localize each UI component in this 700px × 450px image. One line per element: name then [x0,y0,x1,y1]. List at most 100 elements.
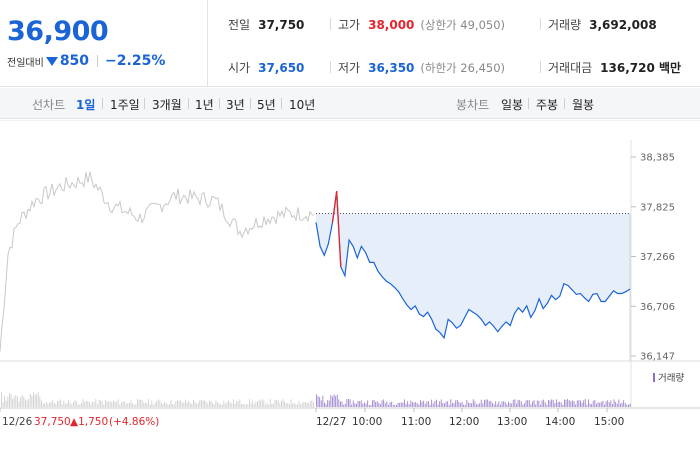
volume-bar [452,402,453,407]
volume-bar [421,401,423,407]
stat-value: 37,750 [258,18,305,32]
prev-day-volume-bar [261,399,263,407]
volume-bar [343,404,345,407]
prev-day-volume-bar [292,403,294,407]
stat-value: 38,000 [368,18,415,32]
prev-day-volume-bar [213,404,215,407]
prev-day-volume-bar [276,400,278,407]
volume-bar [336,394,338,407]
prev-day-volume-bar [140,399,142,407]
down-arrow-icon [45,57,58,66]
prev-day-volume-bar [44,403,46,407]
prev-day-volume-bar [311,400,313,407]
volume-bar [552,399,554,407]
volume-bar [416,403,418,407]
range-3y-tab[interactable]: 3년 [226,98,245,112]
divider [564,98,565,109]
change-amount: 850 [59,53,90,69]
candle-weekly-tab[interactable]: 주봉 [536,98,559,112]
volume-bar [525,400,527,407]
volume-bar [604,404,605,407]
stat-open: 시가 37,650 [228,59,304,76]
price-area-fill [316,191,630,338]
candle-daily-tab[interactable]: 일봉 [501,98,524,112]
prev-day-volume-bar [156,401,158,407]
prev-day-volume-bar [79,404,81,407]
prev-day-volume-bar [306,402,308,407]
volume-bar [447,401,449,407]
volume-bar [612,404,613,407]
prev-day-volume-bar [124,401,126,407]
quote-header: 36,900 전일대비 850 −2.25% 전일 37,750 고가 38,0… [0,0,700,87]
range-1d-tab[interactable]: 1일 [76,98,96,112]
line-chart-caption: 선차트 [32,98,66,112]
volume-bar [600,401,602,407]
stat-value: 36,350 [368,61,415,75]
prev-day-date: 12/26 [2,416,33,428]
prev-day-volume-bar [49,402,50,407]
volume-bar [536,400,538,407]
prev-day-volume-bar [122,401,124,407]
prev-day-volume-bar [242,403,244,407]
prev-day-volume-bar [92,401,94,407]
prev-day-volume-bar [18,401,20,407]
range-3m-tab[interactable]: 3개월 [152,98,182,112]
stat-label: 고가 [338,18,361,32]
prev-day-volume-bar [293,403,295,407]
prev-day-volume-bar [180,400,182,407]
prev-day-volume-bar [234,403,236,407]
volume-bar [592,400,594,407]
prev-day-volume-bar [65,403,66,407]
prev-day-volume-bar [113,400,114,407]
volume-bar [341,401,343,407]
prev-day-close: 37,750 [34,416,71,428]
prev-day-volume-bar [137,399,138,407]
volume-bar [381,400,383,407]
prev-day-volume-bar [69,403,71,407]
prev-day-volume-bar [162,404,164,407]
volume-bar [317,396,319,407]
prev-day-volume-bar [28,399,30,407]
volume-bar [602,400,604,407]
prev-day-volume-bar [127,403,129,407]
prev-day-volume-bar [61,404,63,407]
volume-bar [508,401,509,407]
volume-bar [599,402,601,407]
range-10y-tab[interactable]: 10년 [289,98,316,112]
price-above-reference-segment [336,191,342,267]
range-5y-tab[interactable]: 5년 [257,98,276,112]
prev-day-volume-bar [117,399,119,407]
stat-value: 3,692,008 [589,18,657,32]
prev-day-volume-bar [205,401,207,407]
volume-bar [388,404,389,407]
volume-bar [498,401,500,407]
prev-day-volume-bar [257,401,258,407]
candle-chart-caption: 봉차트 [456,98,490,112]
x-axis-ticks: 12/27 10:00 11:00 12:00 13:00 14:00 15:00 [0,408,624,428]
prev-day-volume-bar [207,403,209,407]
volume-bar [415,402,417,407]
volume-bar [376,401,378,407]
prev-day-volume-bar [87,400,89,407]
prev-day-volume-bar [201,400,202,407]
volume-bar [405,403,407,407]
volume-bar [528,400,530,407]
volume-bar [607,400,609,407]
volume-bar [359,401,361,407]
volume-bar [420,400,421,407]
volume-bar [532,401,533,407]
prev-day-volume-bar [97,404,98,407]
prev-day-volume-bar [41,400,42,407]
range-1w-tab[interactable]: 1주일 [110,98,140,112]
volume-bar [556,399,557,407]
volume-bar [514,399,516,407]
prev-day-volume-bar [253,404,255,407]
volume-bar [319,397,321,407]
volume-bar [389,402,391,407]
volume-bar [357,401,359,407]
prev-day-volume-bar [77,404,79,407]
candle-monthly-tab[interactable]: 월봉 [572,98,595,112]
prev-day-volume-bar [285,403,287,407]
prev-day-volume-bar [20,396,22,407]
range-1y-tab[interactable]: 1년 [195,98,214,112]
